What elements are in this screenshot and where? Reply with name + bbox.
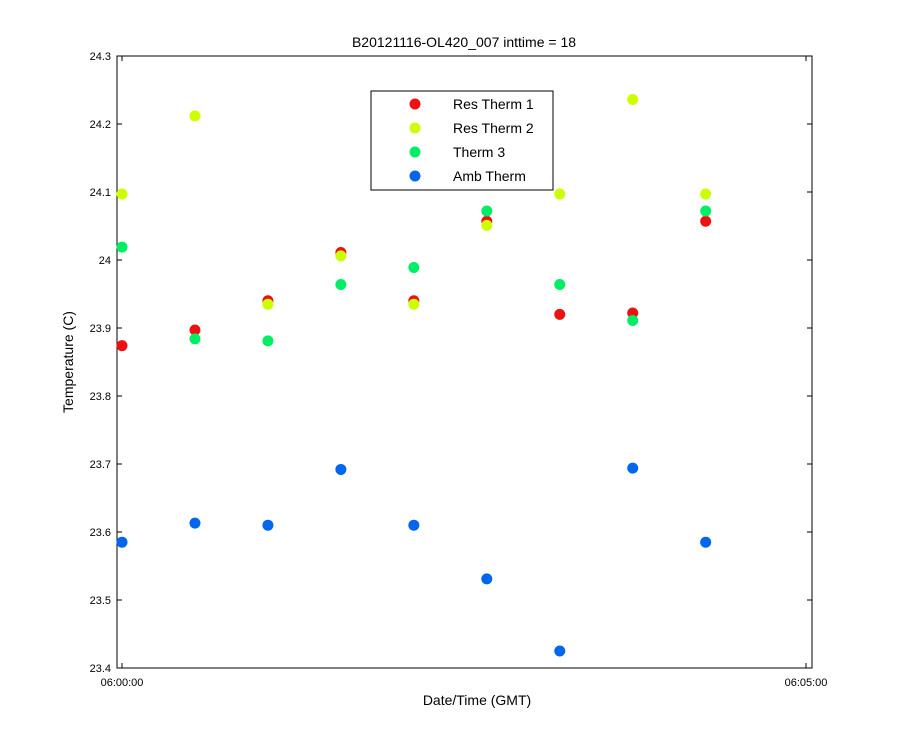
- point-amb-therm: [700, 536, 712, 548]
- point-amb-therm: [408, 519, 420, 531]
- point-res-therm-2: [262, 298, 274, 310]
- x-tick-label: 06:05:00: [785, 677, 828, 689]
- legend-label: Therm 3: [453, 144, 505, 160]
- y-tick-label: 23.4: [90, 663, 111, 675]
- y-tick-label: 23.9: [90, 323, 111, 335]
- legend-box: [370, 90, 554, 191]
- point-therm-3: [408, 261, 420, 273]
- legend-marker: [409, 122, 421, 134]
- point-res-therm-1: [189, 324, 201, 336]
- point-therm-3: [481, 205, 493, 217]
- chart-title: B20121116-OL420_007 inttime = 18: [352, 34, 576, 50]
- point-therm-3: [189, 333, 201, 345]
- point-res-therm-1: [700, 215, 712, 227]
- point-res-therm-2: [554, 188, 566, 200]
- point-res-therm-2: [700, 188, 712, 200]
- point-therm-3: [116, 241, 128, 253]
- point-amb-therm: [189, 517, 201, 529]
- point-res-therm-1: [554, 308, 566, 320]
- x-axis-label: Date/Time (GMT): [423, 692, 531, 708]
- point-therm-3: [700, 205, 712, 217]
- point-res-therm-2: [627, 94, 639, 106]
- point-amb-therm: [262, 519, 274, 531]
- y-axis-label: Temperature (C): [60, 311, 76, 413]
- point-therm-3: [627, 315, 639, 327]
- y-tick-label: 23.5: [90, 595, 111, 607]
- legend-label: Amb Therm: [453, 168, 526, 184]
- legend-label: Res Therm 1: [453, 96, 534, 112]
- point-amb-therm: [335, 463, 347, 475]
- point-amb-therm: [627, 462, 639, 474]
- point-res-therm-2: [335, 250, 347, 262]
- point-res-therm-2: [116, 188, 128, 200]
- legend: Res Therm 1 Res Therm 2 Therm 3 Amb Therm: [370, 90, 554, 191]
- point-amb-therm: [554, 645, 566, 657]
- legend-label: Res Therm 2: [453, 120, 534, 136]
- x-axis: 06:00:00 06:05:00: [101, 56, 828, 689]
- point-therm-3: [335, 278, 347, 290]
- y-tick-label: 23.6: [90, 527, 111, 539]
- data-points: [116, 94, 712, 657]
- point-res-therm-2: [481, 219, 493, 231]
- legend-marker: [409, 146, 421, 158]
- point-amb-therm: [116, 536, 128, 548]
- y-tick-label: 23.7: [90, 459, 111, 471]
- point-therm-3: [554, 278, 566, 290]
- y-tick-label: 24.1: [90, 187, 111, 199]
- legend-marker: [409, 98, 421, 110]
- x-tick-label: 06:00:00: [101, 677, 144, 689]
- point-therm-3: [262, 335, 274, 347]
- y-tick-label: 24.2: [90, 119, 111, 131]
- legend-marker: [409, 170, 421, 182]
- point-res-therm-2: [189, 110, 201, 122]
- point-amb-therm: [481, 573, 493, 585]
- y-tick-label: 23.8: [90, 391, 111, 403]
- point-res-therm-1: [116, 340, 128, 352]
- y-tick-label: 24.3: [90, 51, 111, 63]
- y-axis: 23.4 23.5 23.6 23.7 23.8 23.9 24 24.1 24.2 24.3: [90, 51, 812, 675]
- y-tick-label: 24: [99, 255, 111, 267]
- point-res-therm-2: [408, 298, 420, 310]
